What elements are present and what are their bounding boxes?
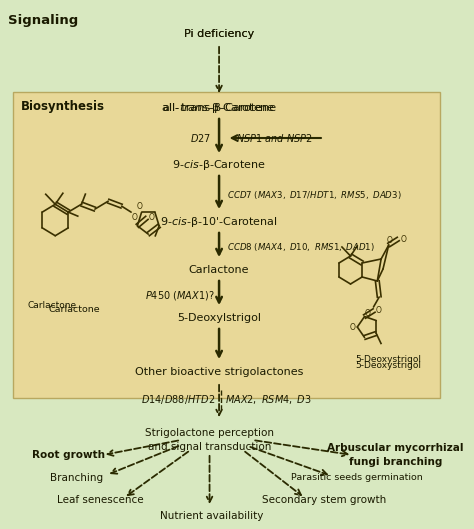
Text: $\mathit{CCD7\ (MAX3,\ D17/HDT1,\ RMS5,\ DAD3)}$: $\mathit{CCD7\ (MAX3,\ D17/HDT1,\ RMS5,\… (227, 189, 401, 201)
Text: Nutrient availability: Nutrient availability (160, 511, 263, 521)
Text: Carlactone: Carlactone (189, 265, 249, 275)
Text: Biosynthesis: Biosynthesis (21, 100, 105, 113)
Text: Root growth: Root growth (32, 450, 105, 460)
Text: O: O (376, 306, 382, 315)
Text: Arbuscular mycorrhizal
fungi branching: Arbuscular mycorrhizal fungi branching (327, 443, 464, 467)
Text: O: O (149, 213, 155, 222)
Text: Carlactone: Carlactone (28, 300, 77, 309)
Text: O: O (132, 213, 138, 222)
Text: $\mathit{D14/D88/HTD2}$: $\mathit{D14/D88/HTD2}$ (141, 394, 215, 406)
Text: O: O (137, 203, 143, 212)
Text: 5-Deoxystrigol: 5-Deoxystrigol (356, 360, 421, 369)
Text: Leaf senescence: Leaf senescence (57, 495, 143, 505)
Text: Other bioactive strigolactones: Other bioactive strigolactones (135, 367, 303, 377)
Text: O: O (349, 323, 356, 332)
Text: 5-Deoxylstrigol: 5-Deoxylstrigol (177, 313, 261, 323)
FancyBboxPatch shape (13, 92, 440, 398)
Text: O: O (387, 236, 392, 245)
Text: Strigolactone perception
and signal transduction: Strigolactone perception and signal tran… (145, 428, 274, 452)
Text: Branching: Branching (50, 473, 103, 483)
Text: 9-$\mathit{cis}$-β-Carotene: 9-$\mathit{cis}$-β-Carotene (172, 158, 266, 172)
Text: 9-$\mathit{cis}$-β-10'-Carotenal: 9-$\mathit{cis}$-β-10'-Carotenal (160, 215, 278, 229)
Text: all- trans-β-Carotene: all- trans-β-Carotene (162, 103, 276, 113)
Text: $\mathit{CCD8\ (MAX4,\ D10,\ RMS1,\ DAD1)}$: $\mathit{CCD8\ (MAX4,\ D10,\ RMS1,\ DAD1… (227, 241, 374, 253)
Text: all-$\mathit{trans}$-β-Carotene: all-$\mathit{trans}$-β-Carotene (163, 101, 276, 115)
Text: Pi deficiency: Pi deficiency (184, 29, 254, 39)
Text: $\mathit{P450\ (MAX1)?}$: $\mathit{P450\ (MAX1)?}$ (145, 288, 214, 302)
Text: Signaling: Signaling (8, 14, 78, 27)
Text: Parasitic seeds germination: Parasitic seeds germination (292, 473, 423, 482)
Text: Carlactone: Carlactone (48, 306, 100, 315)
Text: $\mathit{MAX2,\ RSM4,\ D3}$: $\mathit{MAX2,\ RSM4,\ D3}$ (225, 394, 311, 406)
Text: O: O (365, 309, 371, 318)
Text: O: O (400, 234, 406, 243)
Text: $\mathit{NSP1\ and\ NSP2}$: $\mathit{NSP1\ and\ NSP2}$ (236, 132, 313, 144)
Text: Pi deficiency: Pi deficiency (184, 29, 254, 39)
Text: $\mathit{D27}$: $\mathit{D27}$ (191, 132, 211, 144)
Text: Secondary stem growth: Secondary stem growth (262, 495, 386, 505)
Text: 5-Deoxystrigol: 5-Deoxystrigol (356, 355, 421, 364)
